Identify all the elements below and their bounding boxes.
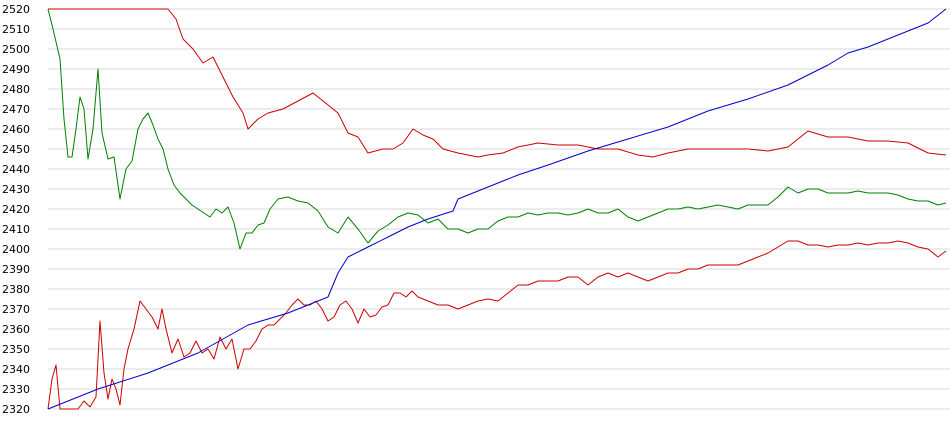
y-tick-label: 2520 xyxy=(2,3,30,16)
y-tick-label: 2460 xyxy=(2,123,30,136)
y-tick-label: 2350 xyxy=(2,343,30,356)
y-tick-label: 2390 xyxy=(2,263,30,276)
y-tick-label: 2330 xyxy=(2,383,30,396)
series-line-1 xyxy=(47,8,947,250)
series-line-2 xyxy=(47,240,947,410)
y-tick-label: 2510 xyxy=(2,23,30,36)
y-tick-label: 2430 xyxy=(2,183,30,196)
y-tick-label: 2340 xyxy=(2,363,30,376)
series-line-3 xyxy=(47,8,947,410)
series-lines xyxy=(47,8,947,410)
series-line-0 xyxy=(48,8,947,158)
y-tick-label: 2440 xyxy=(2,163,30,176)
y-tick-label: 2450 xyxy=(2,143,30,156)
y-tick-label: 2490 xyxy=(2,63,30,76)
grid-lines xyxy=(48,8,950,410)
y-axis-tick-labels: 2520 2510 2500 2490 2480 2470 2460 2450 2440 2430… xyxy=(2,3,30,416)
y-tick-label: 2470 xyxy=(2,103,30,116)
y-tick-label: 2400 xyxy=(2,243,30,256)
y-tick-label: 2360 xyxy=(2,323,30,336)
y-tick-label: 2420 xyxy=(2,203,30,216)
y-tick-label: 2410 xyxy=(2,223,30,236)
y-tick-label: 2380 xyxy=(2,283,30,296)
y-tick-label: 2370 xyxy=(2,303,30,316)
y-tick-label: 2500 xyxy=(2,43,30,56)
y-tick-label: 2480 xyxy=(2,83,30,96)
y-tick-label: 2320 xyxy=(2,403,30,416)
